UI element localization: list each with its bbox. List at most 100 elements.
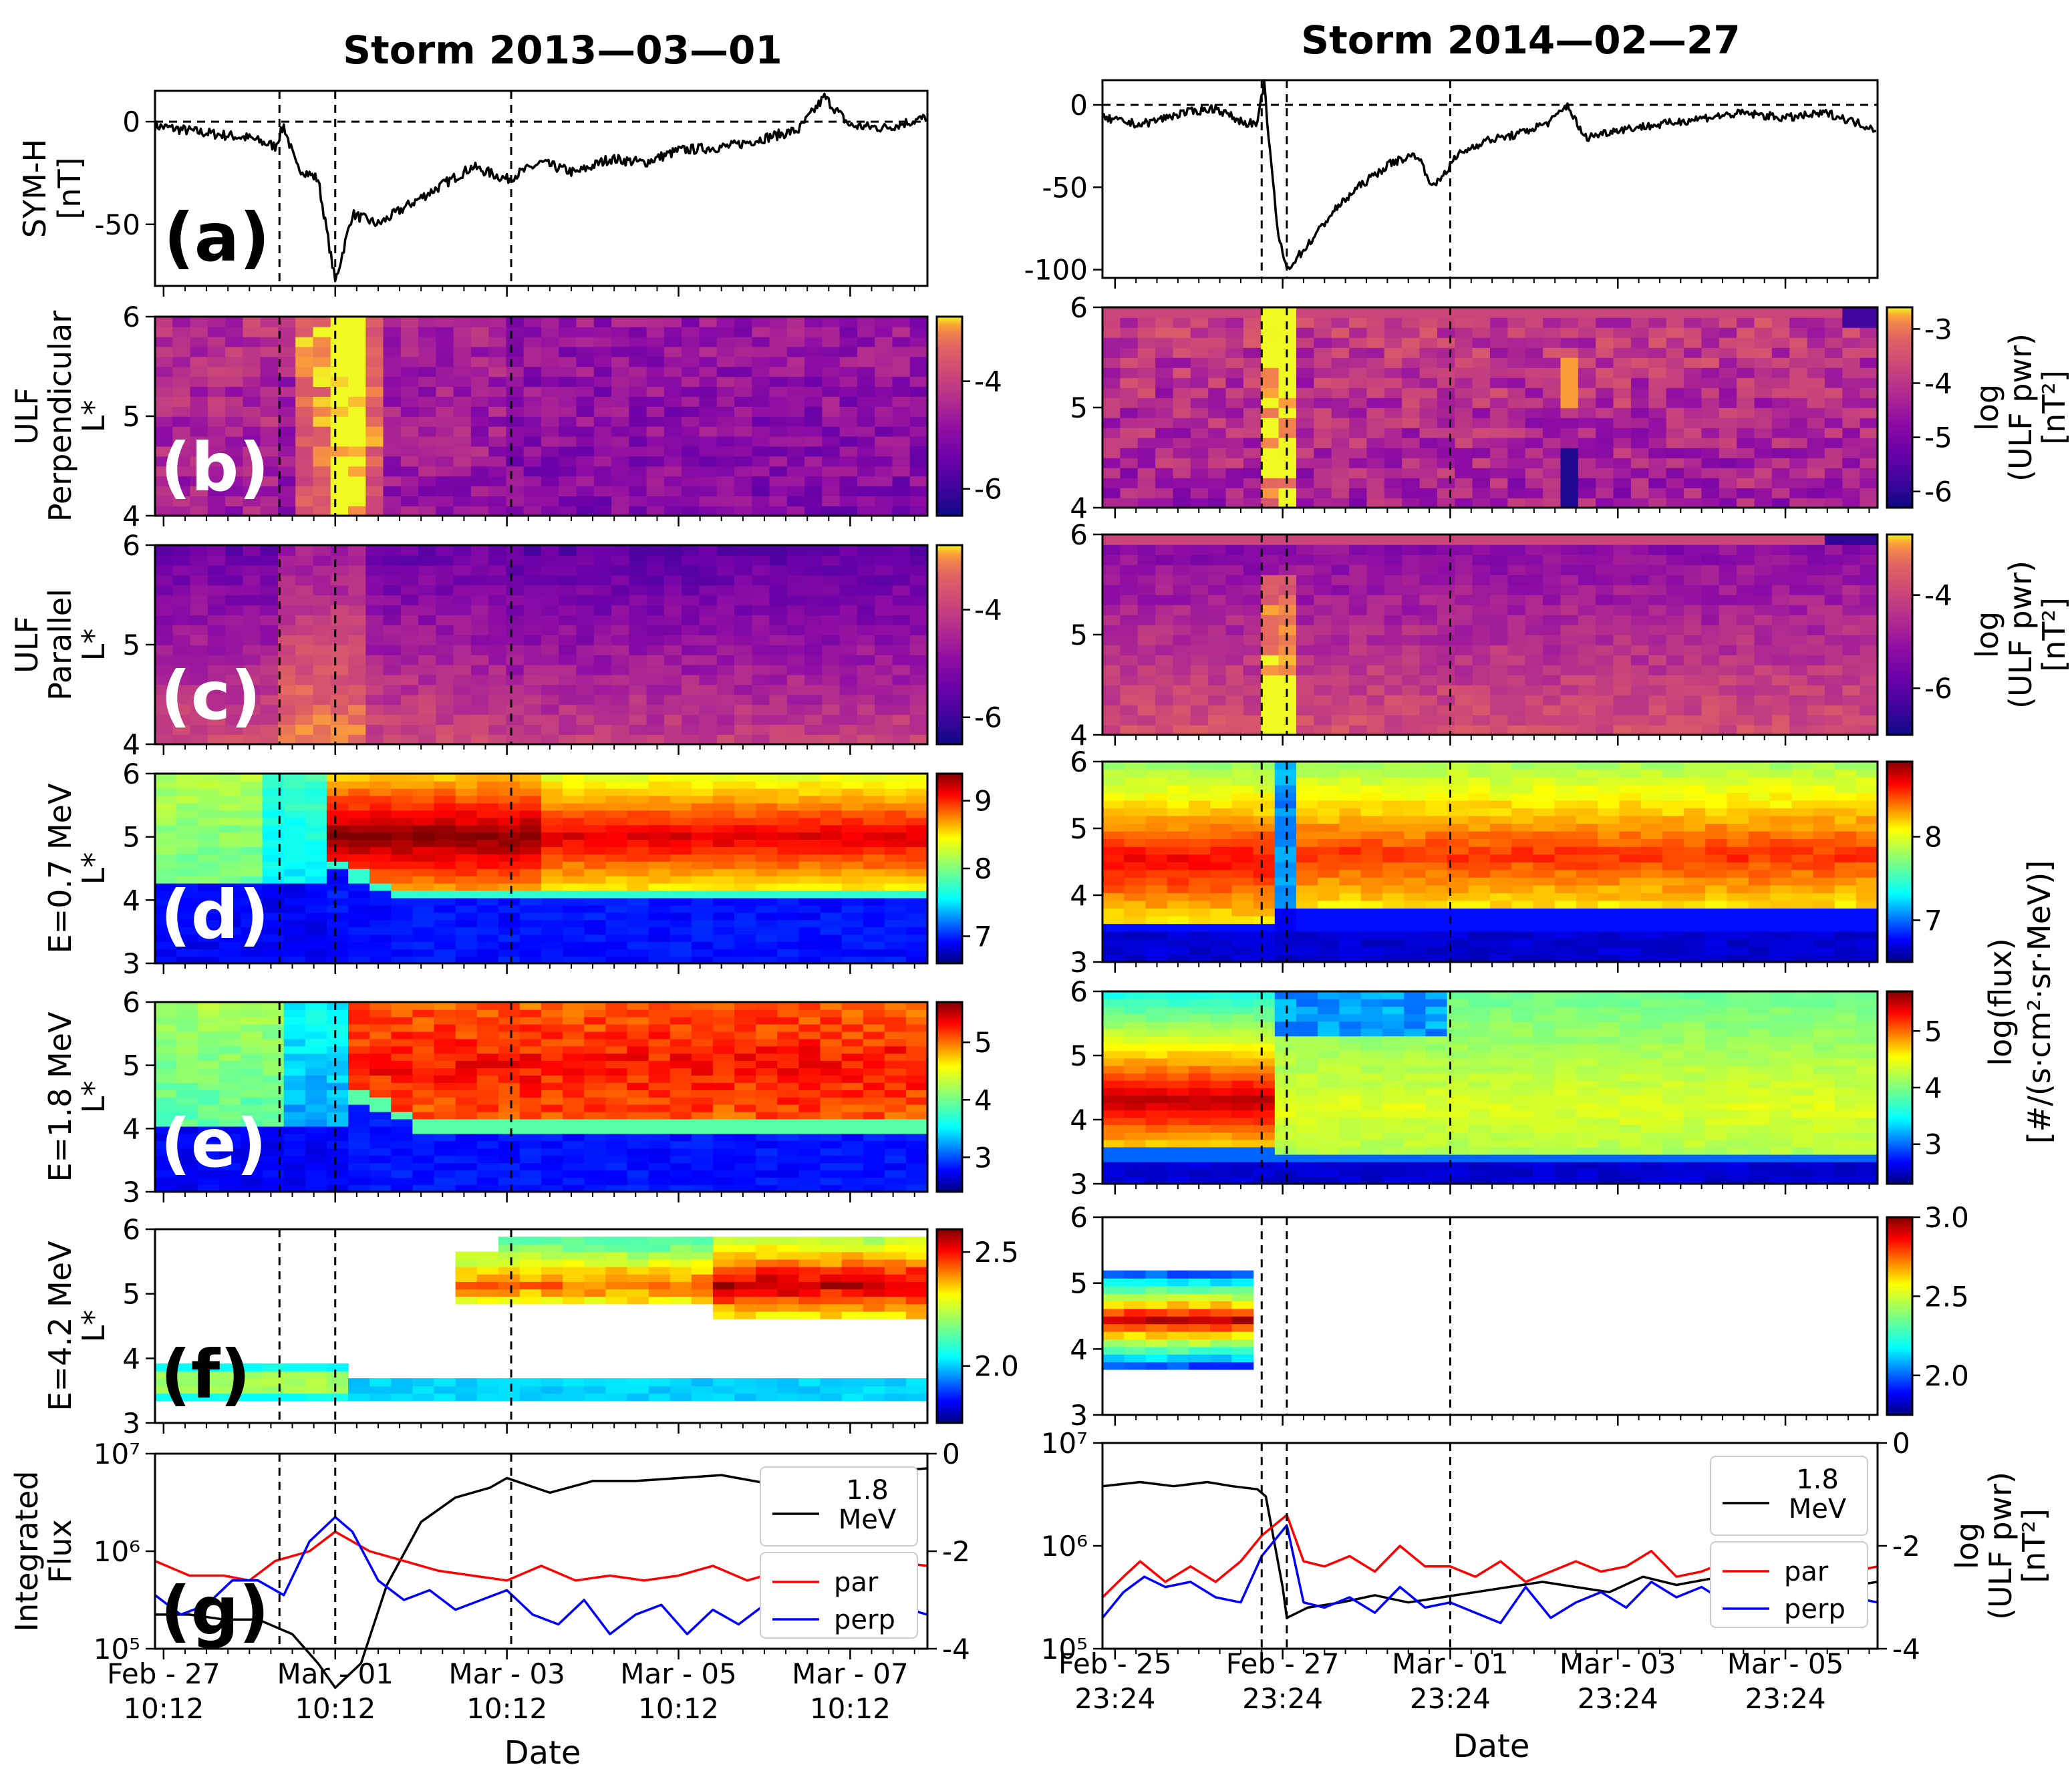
heatmap-cell	[198, 810, 220, 818]
heatmap-cell	[391, 1097, 414, 1105]
heatmap-cell	[155, 1378, 177, 1387]
heatmap-cell	[629, 585, 647, 596]
heatmap-cell	[541, 1023, 563, 1032]
symh-ylabel: SYM-H	[17, 139, 53, 238]
heatmap-cell	[576, 734, 595, 745]
heatmap-cell	[875, 406, 893, 417]
heatmap-cell	[699, 694, 718, 705]
heatmap-cell	[436, 436, 454, 447]
heatmap-cell	[841, 839, 864, 847]
heatmap-cell	[820, 846, 843, 854]
heatmap-cell	[593, 356, 612, 367]
heatmap-cell	[563, 1378, 585, 1387]
heatmap-cell	[857, 376, 875, 387]
heatmap-cell	[1472, 337, 1491, 348]
heatmap-cell	[523, 545, 542, 556]
panel-ylabel-lstar: L*	[76, 400, 112, 433]
heatmap-cell	[756, 1296, 778, 1305]
heatmap-cell	[260, 635, 279, 645]
heatmap-cell	[909, 605, 928, 616]
heatmap-cell	[691, 774, 714, 782]
heatmap-cell	[777, 875, 800, 884]
heatmap-cells	[155, 545, 928, 745]
heatmap-cell	[593, 346, 612, 357]
heatmap-cell	[434, 1090, 456, 1098]
heatmap-cell	[875, 317, 893, 327]
heatmap-cell	[243, 554, 261, 566]
heatmap-cell	[219, 1104, 242, 1112]
heatmap-cell	[1278, 397, 1297, 408]
heatmap-cell	[488, 336, 507, 347]
heatmap-cell	[391, 1053, 414, 1062]
heatmap-cell	[593, 436, 612, 447]
heatmap-cell	[295, 564, 314, 576]
heatmap-cell	[734, 839, 756, 847]
heatmap-cell	[391, 1126, 414, 1134]
heatmap-cell	[699, 734, 718, 745]
heatmap-cell	[584, 824, 607, 833]
heatmap-cell	[752, 554, 770, 566]
heatmap-cell	[498, 1296, 521, 1305]
heatmap-cell	[369, 846, 392, 854]
heatmap-cell	[584, 817, 607, 826]
heatmap-cell	[391, 1111, 414, 1120]
heatmap-cell	[875, 575, 893, 586]
heatmap-cell	[348, 684, 367, 695]
heatmap-cell	[1261, 317, 1280, 328]
heatmap-cell	[243, 704, 261, 715]
heatmap-cell	[348, 1111, 370, 1120]
heatmap-cell	[670, 1082, 692, 1090]
heatmap-cell	[541, 575, 560, 586]
heatmap-cell	[391, 934, 414, 942]
heatmap-cell	[383, 366, 402, 377]
heatmap-cell	[884, 1378, 907, 1387]
heatmap-cell	[541, 1140, 563, 1149]
heatmap-cell	[348, 795, 370, 804]
heatmap-cell	[798, 875, 821, 884]
heatmap-cell	[648, 832, 671, 840]
heatmap-cell	[313, 496, 331, 506]
heatmap-y-tick-label: 4	[122, 728, 140, 761]
heatmap-cell	[584, 897, 607, 906]
x-tick-label-time: 10:12	[295, 1692, 376, 1725]
heatmap-cell	[326, 1126, 349, 1134]
heatmap-cell	[627, 846, 649, 854]
heatmap-cell	[627, 839, 649, 847]
heatmap-cell	[283, 788, 306, 796]
legend-box	[760, 1466, 918, 1547]
heatmap-cell	[752, 585, 770, 596]
heatmap-cell	[241, 854, 263, 862]
heatmap-cell	[436, 684, 454, 695]
heatmap-cell	[839, 704, 858, 715]
heatmap-cell	[716, 635, 735, 645]
heatmap-cell	[1437, 468, 1456, 478]
heatmap-cell	[1366, 317, 1385, 328]
heatmap-cell	[884, 795, 907, 804]
heatmap-cell	[326, 1016, 349, 1025]
heatmap-cell	[476, 1140, 499, 1149]
heatmap-cell	[822, 346, 841, 357]
heatmap-cell	[1366, 428, 1385, 438]
heatmap-cell	[627, 810, 649, 818]
heatmap-cell	[627, 1386, 649, 1394]
heatmap-cell	[629, 575, 647, 586]
heatmap-cell	[584, 1393, 607, 1402]
heatmap-cell	[412, 810, 435, 818]
heatmap-cell	[777, 1045, 800, 1054]
flux-cbar-label-1: log(flux)	[1982, 938, 2019, 1066]
heatmap-cell	[176, 868, 198, 876]
heatmap-cell	[434, 1068, 456, 1076]
heatmap-cell	[670, 824, 692, 833]
heatmap-cell	[498, 1155, 521, 1164]
heatmap-cell	[434, 927, 456, 935]
heatmap-cell	[734, 1393, 756, 1402]
heatmap-cell	[348, 788, 370, 796]
heatmap-cell	[905, 832, 928, 840]
heatmap-cell	[752, 605, 770, 616]
heatmap-cell	[1296, 347, 1315, 358]
heatmap-cell	[756, 795, 778, 804]
heatmap-cell	[559, 416, 577, 427]
heatmap-cell	[892, 654, 911, 665]
heatmap-cell	[682, 476, 700, 487]
heatmap-cell	[646, 635, 665, 645]
